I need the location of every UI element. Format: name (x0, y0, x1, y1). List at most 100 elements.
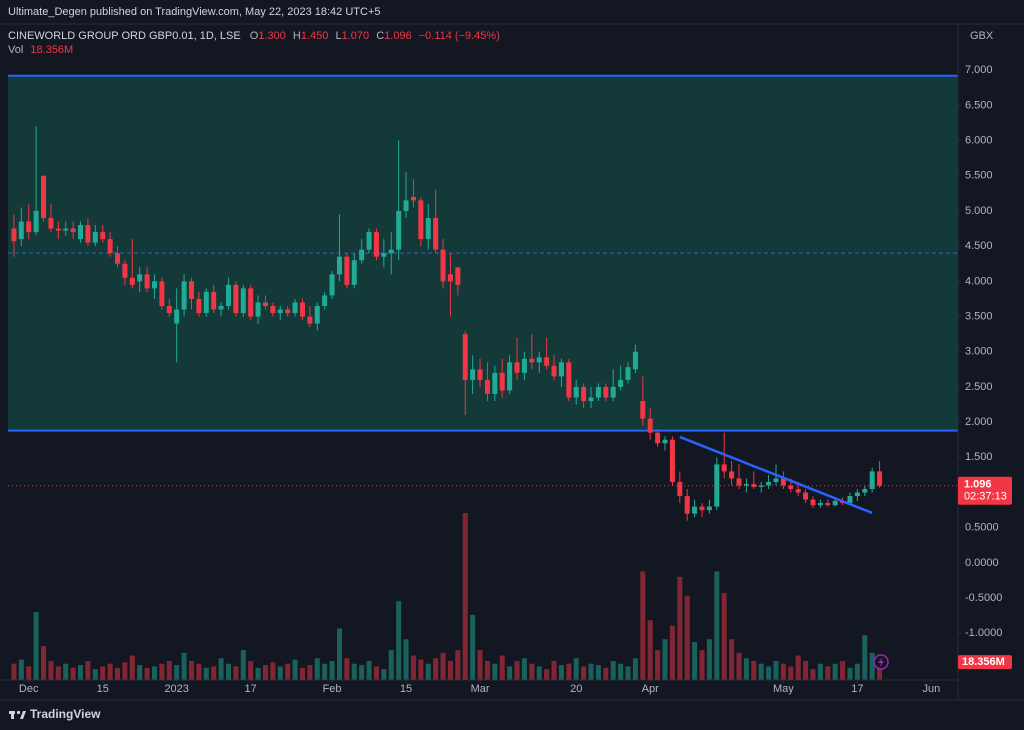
ohlc-label: L (335, 30, 341, 42)
candle-body (581, 386, 587, 402)
candle-body (854, 492, 860, 497)
candle-body (544, 357, 550, 366)
candle-body (610, 386, 616, 398)
y-tick-label: 0.0000 (965, 557, 999, 569)
candle-body (869, 471, 875, 490)
volume-bar (603, 667, 609, 680)
volume-bar (773, 660, 779, 680)
volume-bar (270, 662, 276, 680)
x-tick-label: 17 (851, 683, 863, 695)
candle-body (359, 249, 365, 261)
logo-part (20, 711, 26, 719)
volume-bar (159, 663, 165, 680)
volume-bar (225, 663, 231, 680)
candle-body (729, 471, 735, 479)
volume-bar (817, 663, 823, 680)
volume-bar (810, 669, 816, 680)
candle-body (877, 471, 883, 486)
candle-body (817, 503, 823, 506)
x-tick-label: Apr (642, 683, 659, 695)
change: −0.114 (−9.45%) (419, 30, 500, 42)
volume-bar (137, 665, 143, 680)
volume-bar (662, 639, 668, 680)
volume-bar (314, 658, 320, 680)
volume-bar (166, 660, 172, 680)
volume-bar (840, 660, 846, 680)
candle-body (788, 485, 794, 490)
candle-body (440, 249, 446, 282)
brand-logo (9, 710, 26, 719)
volume-legend: Vol 18.356M (8, 44, 73, 56)
y-tick-label: 3.000 (965, 346, 993, 358)
volume-bar (85, 660, 91, 680)
candle-body (514, 362, 520, 373)
trendline (679, 435, 873, 515)
candle-body (174, 309, 180, 324)
candle-body (462, 334, 468, 380)
volume-bar (529, 663, 535, 680)
x-tick-label: Jun (922, 683, 940, 695)
volume-bar (632, 658, 638, 680)
candle-body (329, 274, 335, 296)
volume-bar (684, 595, 690, 680)
volume-bar (544, 669, 550, 680)
y-tick-label: -1.0000 (965, 627, 1002, 639)
volume-bar (566, 663, 572, 680)
candle-body (181, 281, 187, 310)
volume-bar (751, 660, 757, 680)
volume-bar (499, 655, 505, 680)
volume-bar (595, 665, 601, 680)
volume-bar (388, 650, 394, 680)
candle-body (780, 478, 786, 486)
volume-bar (507, 666, 513, 680)
candle-body (484, 379, 490, 394)
candle-body (847, 496, 853, 504)
volume-bar (847, 667, 853, 680)
candle-body (137, 274, 143, 282)
candle-body (677, 481, 683, 497)
volume-bar (558, 665, 564, 680)
candle-body (33, 210, 39, 233)
candle-body (618, 379, 624, 387)
candle-body (277, 309, 283, 314)
candle-body (107, 239, 113, 254)
volume-bar (329, 660, 335, 680)
volume-bar (521, 658, 527, 680)
volume-bar (484, 660, 490, 680)
candle-body (632, 351, 638, 370)
y-tick-label: -0.5000 (965, 592, 1002, 604)
volume-bar (640, 571, 646, 680)
x-tick-label: 15 (97, 683, 109, 695)
candle-body (706, 506, 712, 511)
volume-bar (122, 662, 128, 680)
volume-bar (462, 513, 468, 680)
volume-bar (211, 666, 217, 680)
volume-bar (536, 666, 542, 680)
volume-bar (618, 663, 624, 680)
candle-body (603, 386, 609, 398)
candle-body (211, 291, 217, 310)
volume-bar (403, 639, 409, 680)
volume-bar (669, 625, 675, 680)
ohlc-label: H (293, 30, 301, 42)
y-tick-label: 5.500 (965, 170, 993, 182)
candle-body (351, 260, 357, 285)
candle-body (225, 284, 231, 306)
volume-bar (11, 663, 17, 680)
volume-bar (410, 655, 416, 680)
published-line: Ultimate_Degen published on TradingView.… (8, 6, 381, 18)
ohlc-value: 1.096 (384, 30, 412, 42)
volume-bar (151, 666, 157, 680)
candle-body (455, 267, 461, 285)
volume-bar (33, 612, 39, 680)
countdown: 02:37:13 (964, 491, 1007, 503)
candle-body (766, 481, 772, 486)
volume-bar (48, 660, 54, 680)
volume-bar (418, 659, 424, 680)
candle-body (669, 439, 675, 482)
volume-bar (647, 620, 653, 680)
candle-body (410, 196, 416, 201)
candle-body (373, 232, 379, 257)
candle-body (403, 200, 409, 211)
logo-part (16, 710, 21, 715)
